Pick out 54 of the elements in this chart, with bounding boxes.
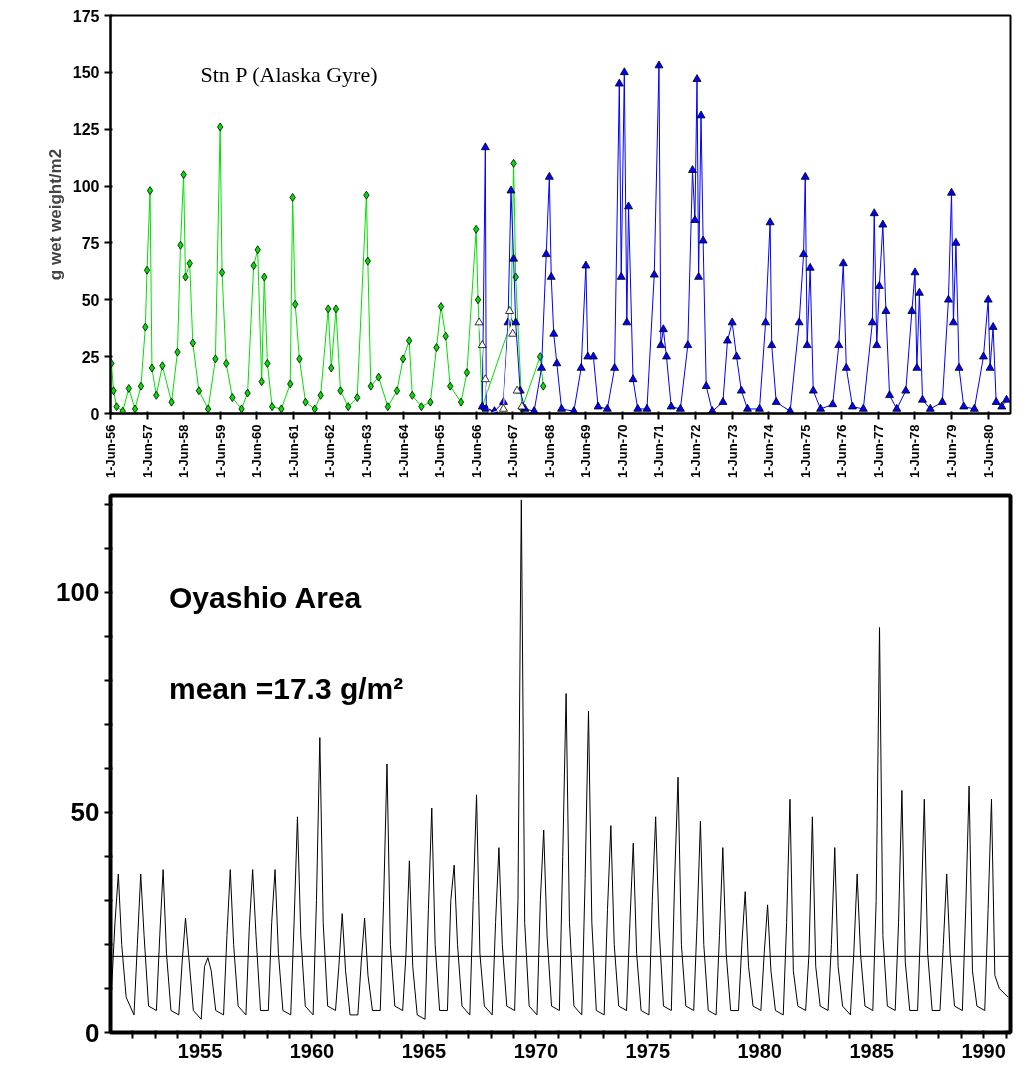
x-tick-label: 1-Jun-63 bbox=[358, 424, 374, 478]
x-tick-label: 1960 bbox=[289, 1039, 335, 1062]
x-tick-label: 1-Jun-76 bbox=[834, 424, 850, 478]
x-tick-label: 1-Jun-68 bbox=[541, 424, 557, 478]
x-tick-label: 1-Jun-72 bbox=[688, 424, 704, 478]
y-tick-label: 0 bbox=[85, 1017, 100, 1048]
x-tick-label: 1-Jun-64 bbox=[395, 423, 411, 478]
x-tick-label: 1-Jun-80 bbox=[980, 424, 996, 478]
x-tick-label: 1-Jun-57 bbox=[139, 424, 155, 478]
y-axis-title: g wet weight/m2 bbox=[45, 148, 65, 281]
x-tick-label: 1-Jun-75 bbox=[797, 424, 813, 478]
point bbox=[480, 374, 490, 383]
x-tick-label: 1-Jun-77 bbox=[870, 424, 886, 478]
y-tick-label: 150 bbox=[72, 64, 100, 82]
y-tick-label: 100 bbox=[56, 577, 100, 608]
annotation: Oyashio Area bbox=[169, 580, 362, 614]
x-tick-label: 1-Jun-66 bbox=[468, 424, 484, 478]
x-tick-label: 1-Jun-73 bbox=[724, 424, 740, 478]
y-tick-label: 175 bbox=[72, 7, 100, 25]
x-tick-label: 1-Jun-62 bbox=[322, 424, 338, 478]
annotation: Stn P (Alaska Gyre) bbox=[200, 62, 378, 88]
x-tick-label: 1-Jun-79 bbox=[944, 424, 960, 478]
x-tick-label: 1-Jun-56 bbox=[103, 424, 118, 478]
x-tick-label: 1-Jun-60 bbox=[249, 424, 265, 478]
annotation: mean =17.3 g/m² bbox=[169, 671, 404, 705]
x-tick-label: 1-Jun-59 bbox=[212, 424, 228, 478]
x-tick-label: 1-Jun-69 bbox=[578, 424, 594, 478]
point bbox=[508, 328, 518, 337]
x-tick-label: 1965 bbox=[401, 1039, 447, 1062]
x-tick-label: 1985 bbox=[849, 1039, 894, 1062]
point bbox=[474, 317, 484, 326]
x-tick-label: 1-Jun-65 bbox=[432, 424, 448, 478]
y-tick-label: 50 bbox=[70, 797, 100, 828]
y-tick-label: 25 bbox=[81, 348, 100, 366]
x-tick-label: 1990 bbox=[961, 1039, 1006, 1062]
y-tick-label: 50 bbox=[81, 291, 100, 309]
x-tick-label: 1980 bbox=[737, 1039, 783, 1062]
x-tick-label: 1-Jun-74 bbox=[761, 423, 777, 478]
x-tick-label: 1-Jun-58 bbox=[176, 424, 192, 478]
x-tick-label: 1955 bbox=[177, 1039, 223, 1062]
x-tick-label: 1-Jun-70 bbox=[614, 424, 630, 478]
y-tick-label: 125 bbox=[72, 121, 100, 139]
x-tick-label: 1975 bbox=[625, 1039, 671, 1062]
y-tick-label: 100 bbox=[72, 178, 100, 196]
y-tick-label: 0 bbox=[90, 405, 100, 423]
y-tick-label: 75 bbox=[81, 234, 100, 252]
point bbox=[477, 340, 487, 348]
point bbox=[499, 403, 508, 412]
x-tick-label: 1-Jun-71 bbox=[651, 424, 667, 478]
x-tick-label: 1-Jun-67 bbox=[505, 424, 521, 478]
point bbox=[505, 306, 514, 314]
x-tick-label: 1-Jun-61 bbox=[285, 424, 301, 478]
x-tick-label: 1970 bbox=[513, 1039, 559, 1062]
x-tick-label: 1-Jun-78 bbox=[907, 424, 923, 478]
